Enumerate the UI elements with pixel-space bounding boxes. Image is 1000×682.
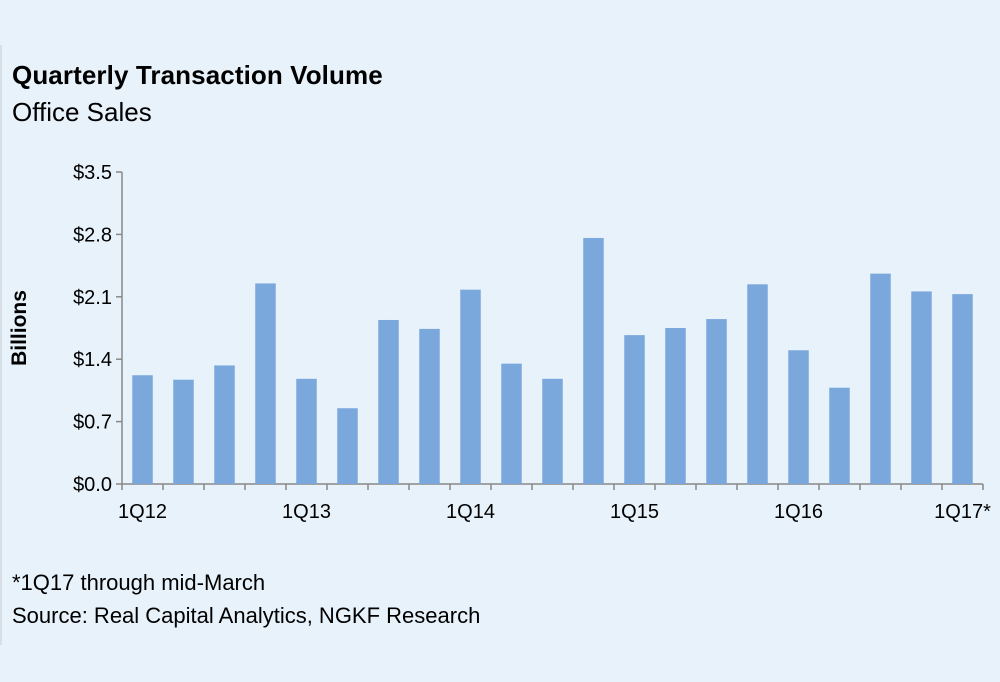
bar-2Q13 [337, 408, 358, 484]
chart-subtitle: Office Sales [12, 97, 152, 127]
source-note: Source: Real Capital Analytics, NGKF Res… [12, 603, 481, 628]
y-tick-label: $2.1 [73, 287, 112, 309]
bar-1Q13 [296, 378, 317, 484]
bar-4Q13 [419, 328, 440, 484]
x-ticks: 1Q12 1Q13 1Q14 1Q15 1Q16 1Q17* [118, 484, 991, 523]
bar-2Q15 [665, 328, 686, 484]
bar-4Q15 [747, 284, 768, 484]
x-tick-label: 1Q14 [446, 501, 495, 523]
x-tick-label: 1Q15 [610, 501, 659, 523]
bar-3Q15 [706, 319, 727, 484]
bar-4Q16 [911, 291, 932, 484]
chart-title: Quarterly Transaction Volume [12, 60, 383, 90]
bar-1Q17 [952, 294, 973, 484]
bar-2Q12 [173, 379, 194, 484]
y-tick-label: $0.7 [73, 412, 112, 434]
footnote: *1Q17 through mid-March [12, 570, 266, 595]
bar-1Q12 [132, 375, 153, 484]
y-ticks: $0.0 $0.7 $1.4 $2.1 $2.8 $3.5 [73, 162, 122, 496]
bar-1Q14 [460, 289, 481, 484]
bar-4Q12 [255, 283, 276, 484]
x-tick-label: 1Q12 [118, 501, 167, 523]
bar-1Q15 [624, 335, 645, 484]
y-tick-label: $2.8 [73, 224, 112, 246]
left-divider [0, 45, 2, 645]
bar-1Q16 [788, 350, 809, 484]
bar-4Q14 [583, 237, 604, 484]
y-tick-label: $3.5 [73, 162, 112, 184]
bars [132, 237, 973, 484]
bar-3Q12 [214, 365, 235, 484]
x-tick-label: 1Q13 [282, 501, 331, 523]
x-tick-label: 1Q16 [774, 501, 823, 523]
y-tick-label: $0.0 [73, 474, 112, 496]
x-tick-label: 1Q17* [934, 501, 991, 523]
y-axis-label: Billions [8, 290, 31, 366]
bar-2Q14 [501, 363, 522, 484]
y-tick-label: $1.4 [73, 349, 112, 371]
bar-3Q14 [542, 378, 563, 484]
bar-3Q16 [870, 273, 891, 484]
bar-2Q16 [829, 387, 850, 484]
bar-3Q13 [378, 319, 399, 484]
